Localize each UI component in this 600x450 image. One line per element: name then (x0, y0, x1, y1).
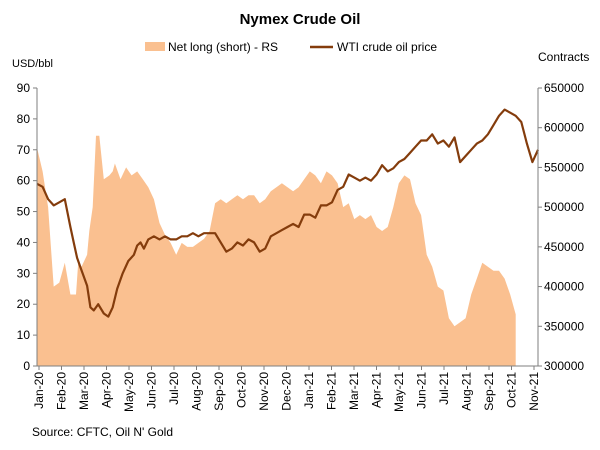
x-tick-label: Jan-21 (302, 372, 316, 409)
x-tick-label: Nov-21 (527, 372, 541, 411)
x-tick-label: Feb-20 (55, 372, 69, 410)
net-long-area (37, 135, 516, 366)
x-tick-label: Oct-21 (505, 372, 519, 408)
x-tick-label: Jun-20 (145, 372, 159, 409)
legend: Net long (short) - RS WTI crude oil pric… (145, 40, 437, 54)
left-tick-label: 0 (23, 359, 30, 373)
x-tick-label: Nov-20 (257, 372, 271, 411)
left-axis-unit: USD/bbl (12, 58, 53, 70)
x-tick-label: Jan-20 (32, 372, 46, 409)
legend-label-net-long: Net long (short) - RS (168, 40, 278, 54)
x-tick-label: Jun-21 (415, 372, 429, 409)
left-tick-label: 10 (17, 328, 31, 342)
x-tick-label: Apr-20 (100, 372, 114, 408)
x-tick-label: Oct-20 (235, 372, 249, 408)
right-tick-label: 350000 (544, 319, 584, 333)
x-tick-label: Jul-20 (167, 372, 181, 405)
left-tick-label: 90 (17, 81, 31, 95)
left-tick-label: 40 (17, 235, 31, 249)
x-tick-label: Jul-21 (437, 372, 451, 405)
net-long-area-layer (37, 135, 516, 366)
right-tick-label: 600000 (544, 121, 584, 135)
x-tick-label: Aug-21 (460, 372, 474, 411)
wti-line-layer (36, 108, 540, 318)
right-tick-label: 300000 (544, 359, 584, 373)
right-tick-label: 450000 (544, 240, 584, 254)
left-tick-label: 20 (17, 297, 31, 311)
right-tick-label: 650000 (544, 81, 584, 95)
x-tick-label: May-21 (392, 372, 406, 412)
x-tick-label: Mar-21 (347, 372, 361, 410)
x-tick-label: May-20 (122, 372, 136, 412)
x-tick-label: Apr-21 (370, 372, 384, 408)
right-tick-label: 400000 (544, 280, 584, 294)
source-note: Source: CFTC, Oil N' Gold (32, 425, 173, 439)
left-tick-label: 70 (17, 143, 31, 157)
x-tick-label: Dec-20 (280, 372, 294, 411)
right-axis-unit: Contracts (538, 50, 589, 64)
left-tick-label: 30 (17, 266, 31, 280)
legend-label-wti: WTI crude oil price (337, 40, 437, 54)
legend-swatch-net-long (145, 42, 165, 51)
left-tick-label: 60 (17, 174, 31, 188)
x-tick-label: Sep-20 (212, 372, 226, 411)
right-tick-label: 500000 (544, 200, 584, 214)
x-tick-labels: Jan-20 Feb-20 Mar-20 Apr-20 May-20 Jun-20 Jul-… (32, 372, 541, 412)
left-tick-label: 50 (17, 205, 31, 219)
x-tick-label: Aug-20 (190, 372, 204, 411)
right-tick-labels: 300000 350000 400000 450000 500000 550000 6000… (544, 81, 584, 373)
x-tick-label: Feb-21 (325, 372, 339, 410)
right-tick-label: 550000 (544, 160, 584, 174)
left-tick-label: 80 (17, 112, 31, 126)
x-tick-label: Mar-20 (77, 372, 91, 410)
chart-title: Nymex Crude Oil (240, 11, 361, 28)
axes-layer (33, 87, 542, 370)
x-tick-label: Sep-21 (482, 372, 496, 411)
wti-price-line (36, 108, 540, 318)
left-tick-labels: 0 10 20 30 40 50 60 70 80 90 (17, 81, 31, 373)
